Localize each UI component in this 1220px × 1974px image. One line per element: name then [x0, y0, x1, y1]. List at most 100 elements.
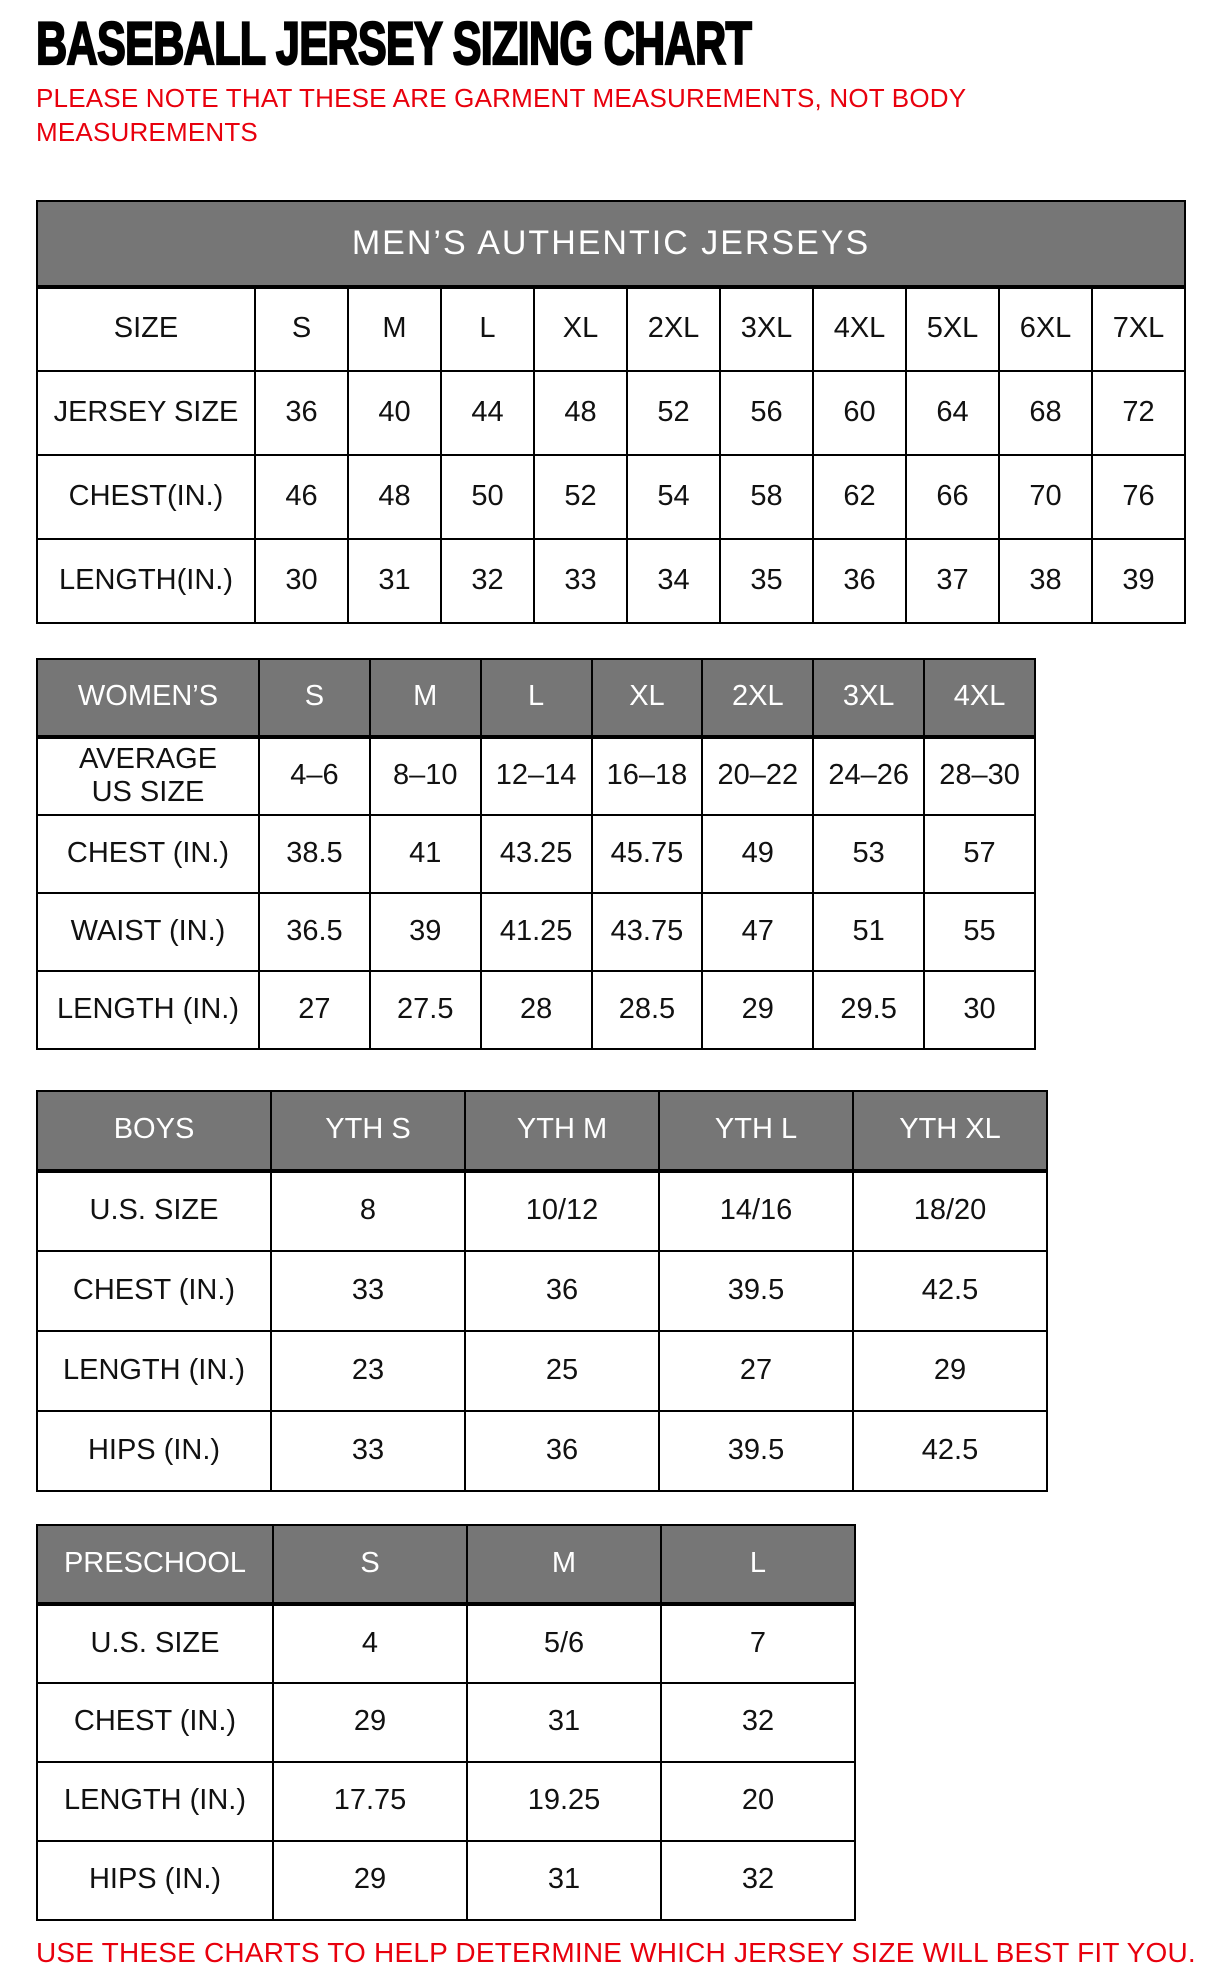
womens-value: 29 — [701, 969, 815, 1050]
preschool-header-size: L — [660, 1523, 856, 1606]
mens-value: 30 — [254, 537, 349, 624]
preschool-value: 19.25 — [466, 1760, 662, 1842]
womens-value: 30 — [923, 969, 1036, 1050]
mens-value: 68 — [998, 369, 1093, 456]
mens-value: 6XL — [998, 285, 1093, 372]
mens-value: 38 — [998, 537, 1093, 624]
footer-note: USE THESE CHARTS TO HELP DETERMINE WHICH… — [36, 1936, 1196, 1968]
boys-value: 14/16 — [658, 1169, 854, 1252]
womens-value: 28–30 — [923, 735, 1036, 816]
boys-row: HIPS (IN.) 33 36 39.5 42.5 — [36, 1409, 1048, 1492]
womens-value: 41 — [368, 813, 482, 894]
womens-header-size: L — [479, 657, 593, 739]
preschool-value: 31 — [466, 1681, 662, 1763]
boys-value: 29 — [852, 1329, 1048, 1412]
mens-value: 40 — [347, 369, 442, 456]
womens-value: 43.25 — [479, 813, 593, 894]
mens-value: 48 — [533, 369, 628, 456]
mens-row: SIZE S M L XL 2XL 3XL 4XL 5XL 6XL 7XL — [36, 285, 1186, 372]
mens-value: 4XL — [812, 285, 907, 372]
preschool-value: 20 — [660, 1760, 856, 1842]
boys-header-size: YTH S — [270, 1089, 466, 1173]
womens-value: 28 — [479, 969, 593, 1050]
mens-value: 31 — [347, 537, 442, 624]
boys-value: 39.5 — [658, 1409, 854, 1492]
womens-header-size: S — [258, 657, 371, 739]
mens-row: JERSEY SIZE 36 40 44 48 52 56 60 64 68 72 — [36, 369, 1186, 456]
womens-header-size: 3XL — [812, 657, 926, 739]
mens-value: S — [254, 285, 349, 372]
boys-value: 18/20 — [852, 1169, 1048, 1252]
mens-value: 50 — [440, 453, 535, 540]
preschool-row: U.S. SIZE 4 5/6 7 — [36, 1602, 856, 1684]
womens-value: 38.5 — [258, 813, 371, 894]
boys-value: 33 — [270, 1409, 466, 1492]
womens-header-size: 4XL — [923, 657, 1036, 739]
mens-table: MEN’S AUTHENTIC JERSEYS SIZE S M L XL 2XL 3XL 4X… — [36, 199, 1186, 624]
womens-row: LENGTH (IN.) 27 27.5 28 28.5 29 29.5 30 — [36, 969, 1036, 1050]
womens-value: 51 — [812, 891, 926, 972]
womens-header-label: WOMEN’S — [36, 657, 260, 739]
mens-value: 2XL — [626, 285, 721, 372]
womens-value: 12–14 — [479, 735, 593, 816]
mens-value: L — [440, 285, 535, 372]
mens-value: 36 — [254, 369, 349, 456]
womens-value: 27.5 — [368, 969, 482, 1050]
mens-value: 48 — [347, 453, 442, 540]
womens-value: 49 — [701, 813, 815, 894]
boys-row: LENGTH (IN.) 23 25 27 29 — [36, 1329, 1048, 1412]
boys-row-label: HIPS (IN.) — [36, 1409, 272, 1492]
preschool-value: 7 — [660, 1602, 856, 1684]
boys-row-label: LENGTH (IN.) — [36, 1329, 272, 1412]
mens-value: 72 — [1091, 369, 1186, 456]
womens-row: WAIST (IN.) 36.5 39 41.25 43.75 47 51 55 — [36, 891, 1036, 972]
womens-value: 16–18 — [590, 735, 704, 816]
boys-value: 27 — [658, 1329, 854, 1412]
boys-row-label: CHEST (IN.) — [36, 1249, 272, 1332]
mens-value: 35 — [719, 537, 814, 624]
womens-value: 20–22 — [701, 735, 815, 816]
mens-value: 64 — [905, 369, 1000, 456]
womens-header-size: M — [368, 657, 482, 739]
boys-value: 8 — [270, 1169, 466, 1252]
preschool-value: 29 — [272, 1681, 468, 1763]
mens-value: M — [347, 285, 442, 372]
womens-value: 24–26 — [812, 735, 926, 816]
womens-row-label: WAIST (IN.) — [36, 891, 260, 972]
boys-header-size: YTH M — [464, 1089, 660, 1173]
womens-value: 47 — [701, 891, 815, 972]
preschool-value: 4 — [272, 1602, 468, 1684]
preschool-row: CHEST (IN.) 29 31 32 — [36, 1681, 856, 1763]
mens-table-title: MEN’S AUTHENTIC JERSEYS — [36, 199, 1186, 289]
preschool-value: 29 — [272, 1839, 468, 1921]
boys-value: 42.5 — [852, 1409, 1048, 1492]
womens-row-label: CHEST (IN.) — [36, 813, 260, 894]
mens-value: 5XL — [905, 285, 1000, 372]
garment-note: PLEASE NOTE THAT THESE ARE GARMENT MEASU… — [36, 83, 967, 147]
womens-row-label: LENGTH (IN.) — [36, 969, 260, 1050]
mens-row-label: JERSEY SIZE — [36, 369, 256, 456]
mens-value: 3XL — [719, 285, 814, 372]
womens-value: 8–10 — [368, 735, 482, 816]
preschool-header-size: S — [272, 1523, 468, 1606]
womens-row: CHEST (IN.) 38.5 41 43.25 45.75 49 53 57 — [36, 813, 1036, 894]
preschool-row-label: CHEST (IN.) — [36, 1681, 274, 1763]
preschool-value: 5/6 — [466, 1602, 662, 1684]
preschool-row-label: U.S. SIZE — [36, 1602, 274, 1684]
womens-header-size: XL — [590, 657, 704, 739]
mens-value: 56 — [719, 369, 814, 456]
preschool-value: 32 — [660, 1681, 856, 1763]
womens-value: 53 — [812, 813, 926, 894]
womens-value: 36.5 — [258, 891, 371, 972]
mens-value: XL — [533, 285, 628, 372]
boys-header-size: YTH XL — [852, 1089, 1048, 1173]
mens-value: 54 — [626, 453, 721, 540]
boys-row: U.S. SIZE 8 10/12 14/16 18/20 — [36, 1169, 1048, 1252]
preschool-header-size: M — [466, 1523, 662, 1606]
boys-value: 36 — [464, 1249, 660, 1332]
boys-value: 42.5 — [852, 1249, 1048, 1332]
womens-value: 41.25 — [479, 891, 593, 972]
boys-row-label: U.S. SIZE — [36, 1169, 272, 1252]
preschool-row-label: LENGTH (IN.) — [36, 1760, 274, 1842]
